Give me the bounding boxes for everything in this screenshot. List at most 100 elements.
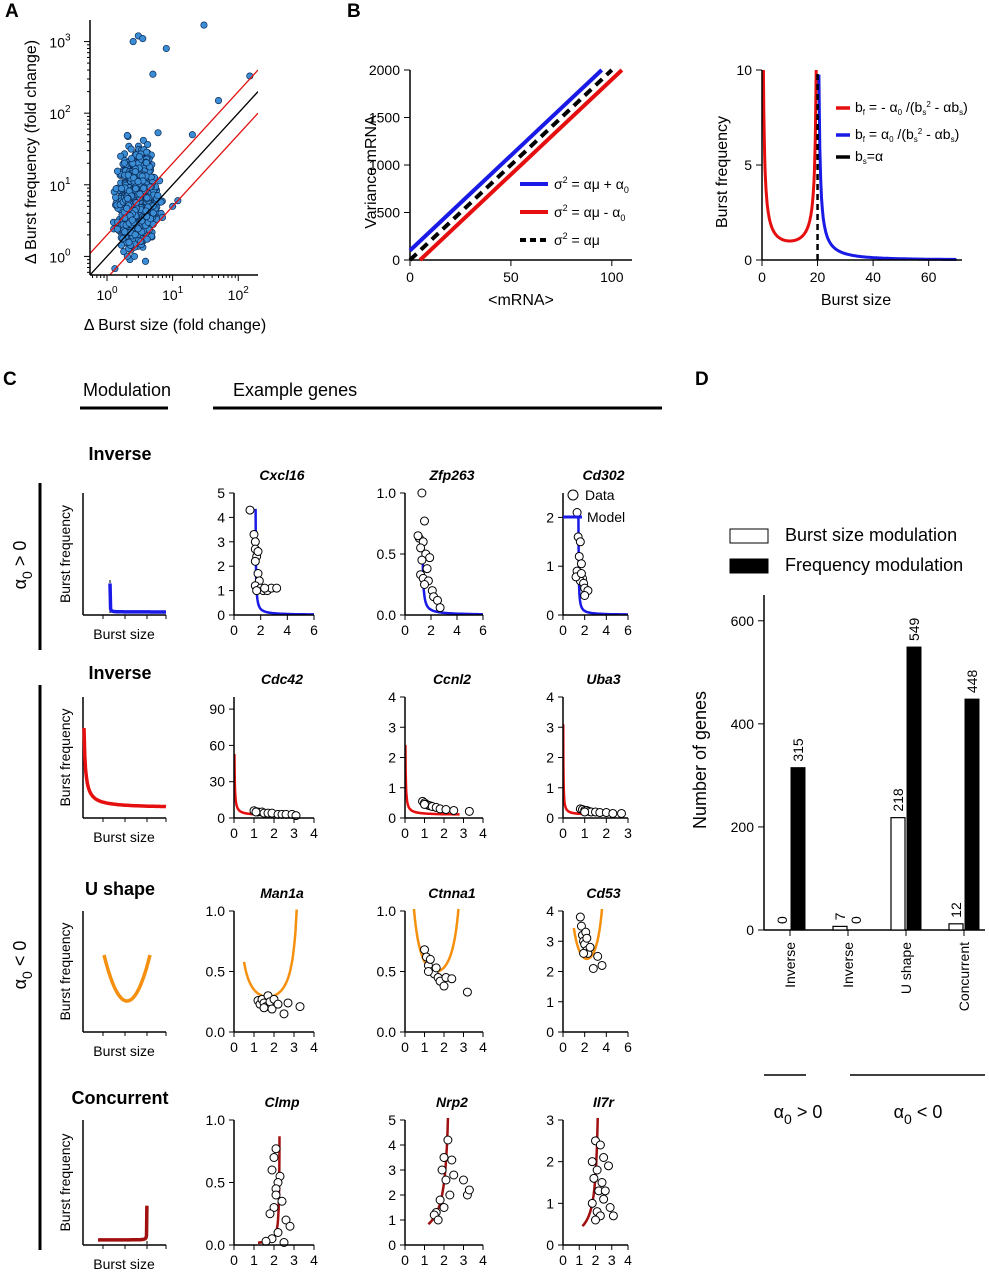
data-point	[439, 1203, 449, 1212]
data-point	[591, 1215, 600, 1225]
data-point	[267, 1165, 277, 1175]
row-title: Inverse	[88, 663, 151, 683]
data-point	[283, 998, 293, 1008]
y-tick-label: 1.0	[206, 903, 226, 919]
x-tick-label: 0	[559, 1039, 567, 1055]
legend-label: σ2 = αμ	[554, 231, 600, 248]
scatter-point	[129, 38, 137, 46]
scatter-point	[117, 152, 125, 160]
legend-swatch-frequency	[729, 558, 769, 574]
data-point	[576, 569, 586, 579]
data-point	[420, 516, 429, 526]
legend-label: σ2 = αμ + α0	[554, 175, 629, 195]
y-tick-label: 101	[49, 176, 71, 194]
schematic-x-title: Burst size	[93, 1256, 155, 1272]
x-tick-label: 4	[602, 1039, 610, 1055]
x-tick-label: 2	[440, 1252, 448, 1268]
x-tick-label: 4	[602, 622, 610, 638]
y-tick-label: 0.0	[377, 1024, 397, 1040]
bar-frequency	[790, 767, 806, 931]
bar-label-size: 0	[774, 916, 790, 924]
y-tick-label: 2	[546, 509, 554, 525]
schematic-x-title: Burst size	[93, 626, 155, 642]
data-point	[269, 1203, 279, 1212]
scatter-point	[141, 257, 150, 265]
scatter-point	[123, 204, 131, 212]
bar-size	[948, 923, 964, 931]
category-label: Inverse	[840, 942, 856, 988]
scatter-point	[131, 168, 139, 176]
scatter-point	[125, 238, 133, 246]
x-tick-label: 4	[479, 1252, 487, 1268]
y-tick-label: 4	[388, 689, 396, 705]
data-point	[250, 537, 260, 547]
data-point	[271, 1190, 281, 1200]
data-point	[579, 948, 589, 958]
y-tick-label: 1.0	[377, 485, 397, 501]
x-tick-label: 0	[230, 622, 238, 638]
group-label-positive: α0 > 0	[774, 1102, 823, 1127]
category-label: U shape	[898, 942, 914, 994]
data-point	[576, 921, 586, 931]
scatter-point	[117, 241, 125, 249]
x-tick-label: 4	[624, 1252, 632, 1268]
legend-label-frequency: Frequency modulation	[785, 555, 963, 575]
group-label-positive: α0 > 0	[10, 541, 35, 590]
y-tick-label: 0	[546, 1237, 554, 1253]
gene-name: Cd53	[586, 885, 620, 901]
data-point	[425, 954, 435, 964]
x-tick-label: 102	[228, 285, 250, 303]
y-tick-label: 2	[217, 558, 225, 574]
header-example-genes: Example genes	[233, 380, 357, 400]
data-point	[597, 960, 607, 970]
data-point	[576, 559, 586, 569]
gene-plot: 0 2 4 6 0 1 2 3 4 5	[217, 485, 318, 638]
model-curve	[254, 508, 314, 615]
scatter-point	[135, 153, 143, 161]
bar-label-size: 12	[948, 902, 964, 918]
y-tick-label: 0	[388, 1237, 396, 1253]
y-tick-label: 0	[217, 607, 225, 623]
data-point	[259, 1003, 269, 1013]
x-axis-title: Δ Burst size (fold change)	[84, 317, 266, 334]
data-point	[277, 1196, 287, 1206]
data-point	[592, 1165, 602, 1175]
data-point	[462, 987, 472, 997]
data-point	[433, 595, 442, 605]
bar-label-size: 7	[832, 912, 848, 920]
y-tick-label: 4	[217, 509, 225, 525]
gene-name: Uba3	[586, 671, 620, 687]
model-curve	[234, 753, 290, 817]
x-tick-label: 3	[460, 825, 468, 841]
scatter-point	[118, 184, 126, 193]
scatter-point	[127, 154, 136, 163]
panel-b-burst-chart: 0 20 40 60 0 5 10 Burst size Burst frequency bf =…	[714, 62, 968, 309]
data-point	[439, 1153, 449, 1162]
scatter-point	[139, 136, 147, 144]
data-point	[245, 505, 255, 515]
data-point	[251, 807, 261, 817]
data-point	[449, 805, 459, 815]
bar-label-frequency: 448	[964, 670, 980, 694]
x-tick-label: 2	[602, 825, 610, 841]
scatter-point	[124, 194, 132, 203]
data-point	[260, 583, 270, 593]
y-tick-label: 1500	[369, 110, 400, 126]
x-tick-label: 4	[453, 622, 461, 638]
panel-label-c: C	[3, 369, 17, 390]
schematic-x-title: Burst size	[93, 1043, 155, 1059]
legend-model-label: Model	[587, 509, 625, 525]
y-tick-label: 0	[546, 607, 554, 623]
x-tick-label: 0	[230, 1252, 238, 1268]
y-tick-label: 0	[217, 810, 225, 826]
data-point	[443, 1135, 453, 1145]
x-tick-label: 100	[96, 285, 118, 303]
data-point	[253, 569, 263, 579]
data-point	[435, 603, 445, 613]
row-title: U shape	[85, 879, 155, 899]
bar-label-size: 218	[890, 788, 906, 812]
x-tick-label: 1	[250, 1039, 258, 1055]
schematic-y-title: Burst frequency	[57, 922, 73, 1020]
